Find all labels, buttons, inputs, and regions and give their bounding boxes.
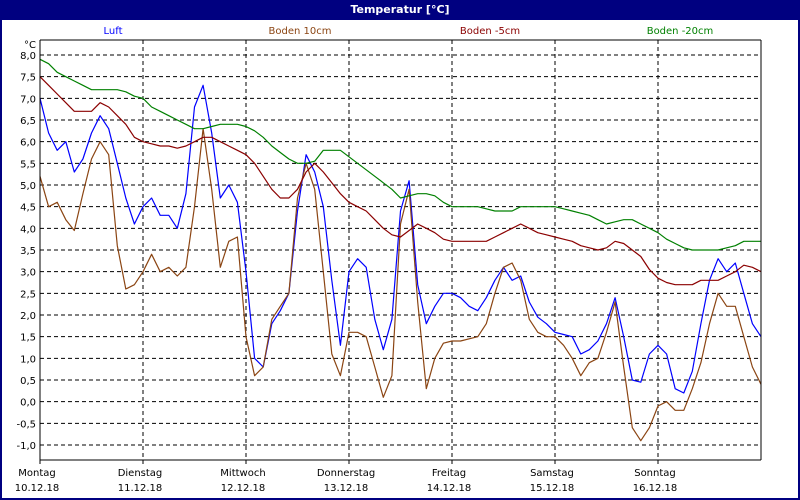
y-tick-label: 4,5 xyxy=(20,203,36,214)
y-tick-label: 5,0 xyxy=(20,181,36,192)
y-tick-label: 3,5 xyxy=(20,246,36,257)
x-tick-day: Mittwoch xyxy=(220,468,265,479)
y-tick-label: -1,0 xyxy=(16,441,36,452)
y-tick-label: 7,0 xyxy=(20,94,36,105)
y-tick-label: 1,0 xyxy=(20,354,36,365)
window-title: Temperatur [°C] xyxy=(0,0,800,20)
x-tick-day: Montag xyxy=(18,468,55,479)
y-tick-label: 3,0 xyxy=(20,268,36,279)
x-tick-date: 15.12.18 xyxy=(530,483,575,494)
y-tick-label: 0,0 xyxy=(20,398,36,409)
y-tick-label: 5,5 xyxy=(20,159,36,170)
y-tick-label: 7,5 xyxy=(20,73,36,84)
x-tick-date: 10.12.18 xyxy=(15,483,60,494)
y-tick-label: 1,5 xyxy=(20,333,36,344)
y-tick-label: 4,0 xyxy=(20,224,36,235)
axis-ticks: °C8,0 7,5 7,0 6,5 6,0 5,5 5,0 4,5 4,0 3,5 3,0 2,5 2,… xyxy=(15,40,678,494)
y-tick-label: 6,0 xyxy=(20,138,36,149)
y-unit-label: °C xyxy=(24,40,36,51)
x-tick-day: Sonntag xyxy=(634,468,676,479)
axes xyxy=(39,39,762,464)
legend-boden-5cm: Boden -5cm xyxy=(460,26,520,37)
series-line-boden-5cm xyxy=(39,76,762,286)
y-tick-label: 0,5 xyxy=(20,376,36,387)
series-line-boden-10cm xyxy=(39,128,762,442)
x-tick-date: 12.12.18 xyxy=(221,483,266,494)
x-tick-date: 14.12.18 xyxy=(427,483,472,494)
x-tick-day: Donnerstag xyxy=(317,468,375,479)
x-tick-date: 11.12.18 xyxy=(118,483,163,494)
x-tick-day: Freitag xyxy=(432,468,466,479)
y-tick-label: -0,5 xyxy=(16,419,36,430)
legend: Luft Boden 10cm Boden -5cm Boden -20cm xyxy=(104,26,714,37)
y-tick-label: 8,0 xyxy=(20,51,36,62)
x-tick-date: 16.12.18 xyxy=(633,483,678,494)
series-lines xyxy=(39,58,762,442)
y-tick-label: 6,5 xyxy=(20,116,36,127)
legend-boden-20cm: Boden -20cm xyxy=(647,26,714,37)
series-line-boden-20cm xyxy=(39,58,761,251)
x-tick-day: Dienstag xyxy=(118,468,163,479)
legend-boden-10cm: Boden 10cm xyxy=(269,26,332,37)
x-tick-date: 13.12.18 xyxy=(324,483,369,494)
series-line-luft xyxy=(39,84,762,394)
y-tick-label: 2,0 xyxy=(20,311,36,322)
y-tick-label: 2,5 xyxy=(20,289,36,300)
x-tick-day: Samstag xyxy=(530,468,574,479)
legend-luft: Luft xyxy=(104,26,123,37)
